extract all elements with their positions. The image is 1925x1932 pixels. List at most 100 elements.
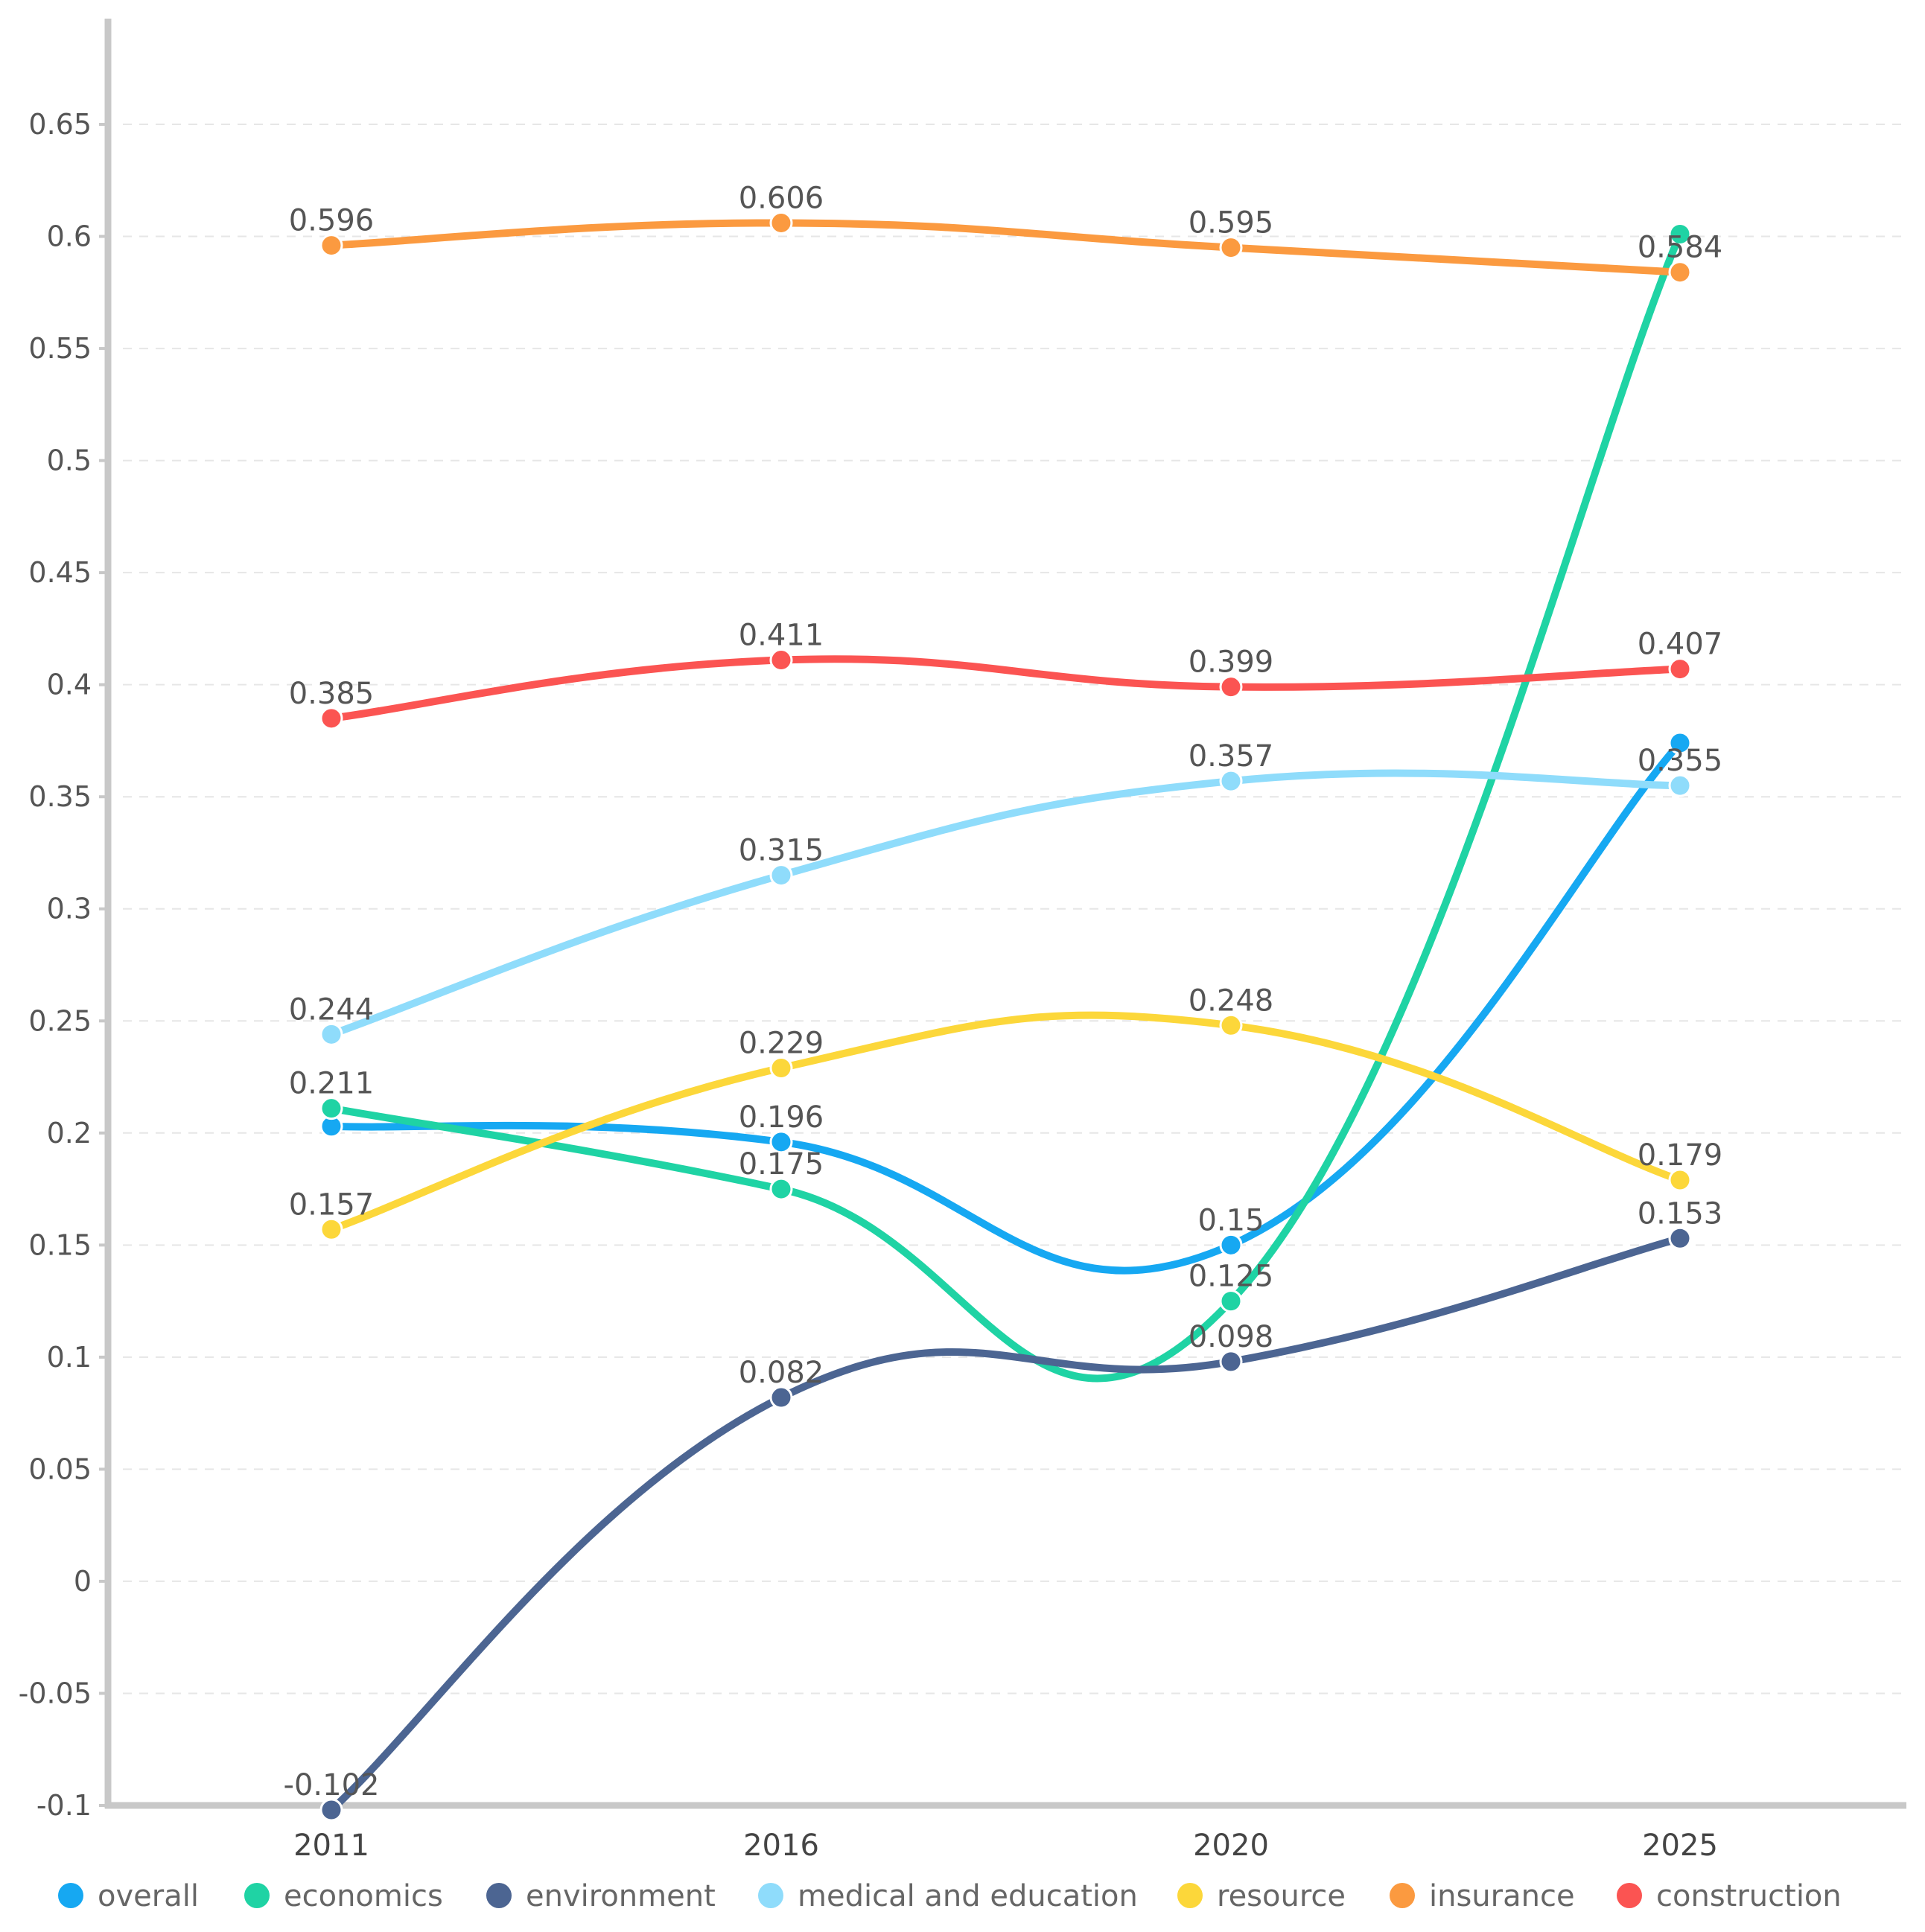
series-line-economics <box>328 230 1684 1383</box>
x-tick-label: 2020 <box>1193 1829 1269 1863</box>
y-tick-label: 0.35 <box>28 780 92 813</box>
legend-marker <box>1617 1883 1642 1908</box>
data-point <box>1219 675 1243 699</box>
legend-marker <box>758 1883 783 1908</box>
data-point <box>769 864 793 887</box>
data-label: 0.606 <box>739 181 824 215</box>
series-line-insurance <box>328 219 1684 276</box>
axis-layer: -0.1 -0.05 0 0.05 0.1 0.15 0.2 0.25 0.3 0.35 0.4 0.… <box>19 19 1906 1863</box>
y-tick-label: 0.25 <box>28 1004 92 1037</box>
series-line-overall <box>328 739 1684 1275</box>
legend: overall economics environment medical and e… <box>58 1879 1842 1913</box>
data-point <box>1668 1226 1692 1250</box>
data-point <box>319 707 343 730</box>
y-tick-label: 0.45 <box>28 556 92 589</box>
label-layer: 0.196 0.15 0.211 0.175 0.125 -0.102 0.082 0.098… <box>284 181 1723 1802</box>
data-point <box>769 1130 793 1154</box>
legend-label: environment <box>526 1879 716 1913</box>
data-label: 0.125 <box>1189 1260 1274 1294</box>
data-point <box>1668 731 1692 755</box>
legend-label: economics <box>284 1879 443 1913</box>
y-tick-label: 0.3 <box>47 893 92 925</box>
y-tick-label: -0.1 <box>36 1789 92 1822</box>
data-label: 0.157 <box>289 1187 375 1222</box>
x-tick-label: 2025 <box>1642 1829 1718 1863</box>
data-point <box>769 1177 793 1201</box>
legend-label: construction <box>1656 1879 1842 1913</box>
data-point <box>319 234 343 258</box>
data-label: 0.595 <box>1189 206 1274 240</box>
legend-label: overall <box>98 1879 199 1913</box>
y-tick-label: 0.6 <box>47 220 92 253</box>
legend-item: insurance <box>1390 1879 1575 1913</box>
legend-item: medical and education <box>758 1879 1138 1913</box>
y-tick-label: 0.55 <box>28 332 92 365</box>
legend-item: economics <box>244 1879 443 1913</box>
data-point <box>1219 1013 1243 1037</box>
data-label: 0.315 <box>739 834 824 868</box>
legend-marker <box>58 1883 83 1908</box>
data-point <box>769 648 793 672</box>
legend-marker <box>486 1883 512 1908</box>
y-tick-label: 0 <box>74 1565 92 1598</box>
data-label: 0.407 <box>1638 628 1723 662</box>
data-label: 0.211 <box>289 1067 375 1101</box>
data-point <box>1219 769 1243 793</box>
data-point <box>1668 261 1692 284</box>
data-point <box>1668 223 1692 246</box>
legend-label: resource <box>1217 1879 1346 1913</box>
data-point <box>319 1798 343 1822</box>
y-tick-label: 0.15 <box>28 1228 92 1261</box>
legend-label: medical and education <box>798 1879 1138 1913</box>
data-label: 0.355 <box>1638 744 1723 778</box>
data-label: 0.399 <box>1189 645 1274 680</box>
legend-item: overall <box>58 1879 199 1913</box>
data-label: 0.15 <box>1197 1203 1264 1237</box>
data-point <box>319 1022 343 1046</box>
data-label: 0.153 <box>1638 1196 1723 1231</box>
y-tick-label: 0.05 <box>28 1453 92 1485</box>
data-point <box>1219 1233 1243 1257</box>
data-label: 0.229 <box>739 1026 824 1060</box>
series-line-environment <box>328 1234 1684 1814</box>
data-label: 0.248 <box>1189 983 1274 1018</box>
y-tick-label: 0.1 <box>47 1341 92 1374</box>
legend-marker <box>1390 1883 1415 1908</box>
legend-label: insurance <box>1429 1879 1575 1913</box>
data-label: 0.596 <box>289 204 375 238</box>
y-tick-label: -0.05 <box>19 1677 92 1709</box>
x-tick-label: 2016 <box>743 1829 819 1863</box>
data-label: 0.082 <box>739 1356 824 1390</box>
data-label: 0.098 <box>1189 1320 1274 1354</box>
data-point <box>1219 236 1243 260</box>
legend-marker <box>1177 1883 1203 1908</box>
data-point <box>319 1097 343 1120</box>
grid-layer <box>123 124 1906 1695</box>
data-label: 0.179 <box>1638 1138 1723 1173</box>
data-point <box>319 1217 343 1241</box>
y-tick-label: 0.2 <box>47 1117 92 1150</box>
series-layer <box>319 211 1692 1822</box>
y-tick-label: 0.5 <box>47 444 92 477</box>
data-label: 0.357 <box>1189 739 1274 774</box>
series-line-medical-and-education <box>328 769 1684 1039</box>
data-point <box>769 1386 793 1409</box>
legend-item: environment <box>486 1879 716 1913</box>
legend-item: resource <box>1177 1879 1346 1913</box>
y-tick-label: 0.4 <box>47 669 92 701</box>
series-line-construction <box>328 655 1684 722</box>
legend-item: construction <box>1617 1879 1842 1913</box>
y-tick-label: 0.65 <box>28 108 92 141</box>
data-label: 0.196 <box>739 1100 824 1135</box>
data-point <box>1219 1289 1243 1313</box>
data-point <box>769 1056 793 1080</box>
data-label: 0.411 <box>739 619 824 653</box>
data-point <box>1668 774 1692 797</box>
data-label: -0.102 <box>284 1768 380 1802</box>
data-label: 0.175 <box>739 1147 824 1182</box>
data-point <box>1668 1168 1692 1192</box>
data-label: 0.244 <box>289 992 375 1027</box>
data-label: 0.584 <box>1638 231 1723 265</box>
